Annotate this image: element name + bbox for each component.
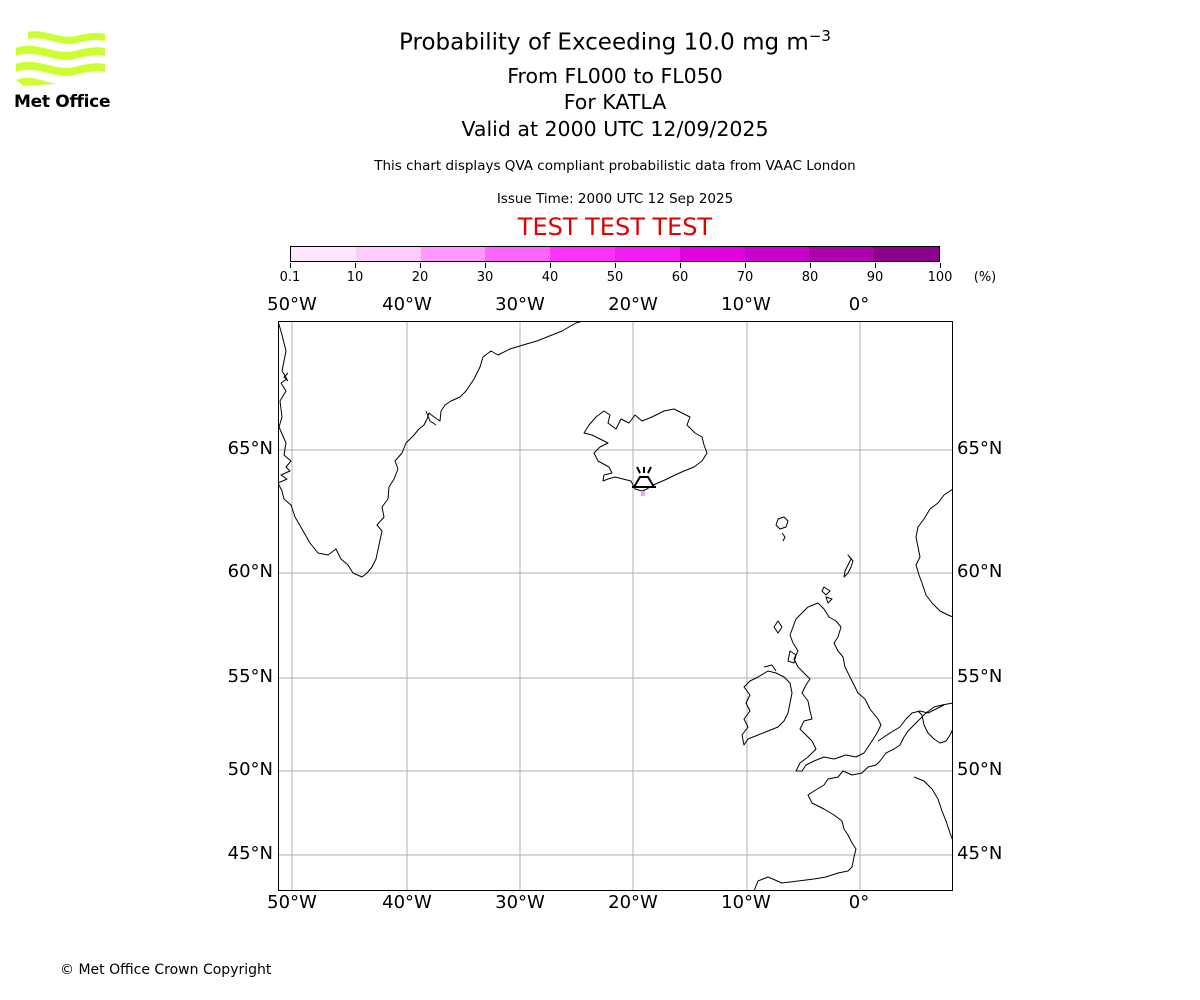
colorbar-segment-3	[485, 247, 551, 261]
colorbar-tick-label: 70	[736, 270, 754, 285]
inner-hebrides	[787, 650, 797, 664]
colorbar-tick	[615, 263, 616, 268]
colorbar-unit: (%)	[973, 270, 997, 285]
great-britain-coastline	[789, 602, 882, 772]
colorbar-segment-1	[355, 247, 421, 261]
colorbar-tick-label: 50	[606, 270, 624, 285]
colorbar-tick-label: 30	[476, 270, 494, 285]
chart-title: Probability of Exceeding 10.0 mg m−3	[0, 27, 1200, 56]
iceland-coastline	[583, 408, 708, 492]
colorbar-segment-0	[291, 247, 356, 261]
colorbar-tick	[940, 263, 941, 268]
jutland-coastline	[917, 710, 953, 744]
chart-title-text: Probability of Exceeding 10.0 mg m	[399, 29, 809, 56]
met-office-waves-icon	[16, 31, 105, 86]
latitude-label: 60°N	[227, 561, 273, 582]
colorbar-tick	[420, 263, 421, 268]
map-panel	[278, 321, 953, 891]
longitude-label: 10°W	[721, 294, 771, 315]
latitude-label: 65°N	[957, 438, 1003, 459]
greenland-coastline	[278, 321, 584, 578]
colorbar-tick-label: 0.1	[279, 270, 301, 285]
latitude-label: 45°N	[227, 843, 273, 864]
longitude-label: 40°W	[382, 294, 432, 315]
colorbar-tick	[550, 263, 551, 268]
colorbar-segment-6	[679, 247, 745, 261]
colorbar-tick	[355, 263, 356, 268]
valid-time: Valid at 2000 UTC 12/09/2025	[461, 117, 769, 141]
colorbar-segment-4	[550, 247, 615, 261]
colorbar-tick-label: 80	[801, 270, 819, 285]
colorbar-tick-label: 40	[541, 270, 559, 285]
greenland-fjord	[425, 410, 437, 426]
issue-time: Issue Time: 2000 UTC 12 Sep 2025	[496, 191, 734, 207]
longitude-label: 0°	[848, 892, 870, 913]
longitude-label: 20°W	[608, 294, 658, 315]
orkney-islands	[821, 586, 833, 604]
volcano-title: For KATLA	[563, 90, 667, 114]
colorbar-tick	[875, 263, 876, 268]
probability-colorbar	[290, 246, 940, 262]
met-office-logo: Met Office	[14, 30, 111, 112]
longitude-label: 50°W	[267, 294, 317, 315]
colorbar-tick-label: 10	[346, 270, 364, 285]
copyright-notice: © Met Office Crown Copyright	[60, 962, 272, 978]
colorbar-tick-label: 90	[866, 270, 884, 285]
colorbar-segment-8	[809, 247, 875, 261]
greenland-inlet	[283, 372, 289, 382]
northern-ireland-coast	[763, 664, 777, 672]
colorbar-tick	[680, 263, 681, 268]
colorbar-segment-7	[744, 247, 810, 261]
map-frame	[278, 321, 953, 891]
latitude-label: 55°N	[227, 666, 273, 687]
latitude-label: 55°N	[957, 666, 1003, 687]
longitude-label: 50°W	[267, 892, 317, 913]
colorbar-tick	[810, 263, 811, 268]
colorbar-tick	[485, 263, 486, 268]
graticule	[278, 321, 953, 891]
chart-title-superscript: −3	[808, 27, 831, 45]
colorbar-segment-5	[614, 247, 680, 261]
latitude-label: 50°N	[227, 759, 273, 780]
denmark-germany-coast	[877, 704, 945, 742]
volcano-icon	[632, 466, 656, 488]
europe-coastline	[753, 702, 953, 891]
flight-levels: From FL000 to FL050	[507, 64, 723, 88]
latitude-label: 45°N	[957, 843, 1003, 864]
latitude-label: 50°N	[957, 759, 1003, 780]
faroe-islands	[775, 516, 789, 530]
colorbar-tick	[745, 263, 746, 268]
colorbar-segment-9	[874, 247, 939, 261]
colorbar-tick	[290, 263, 291, 268]
norway-coastline	[915, 488, 953, 618]
logo-wordmark: Met Office	[14, 92, 111, 112]
longitude-label: 0°	[848, 294, 870, 315]
faroe-islet	[781, 532, 786, 542]
longitude-label: 40°W	[382, 892, 432, 913]
longitude-label: 30°W	[495, 892, 545, 913]
colorbar-tick-label: 100	[927, 270, 953, 285]
western-europe-coast	[913, 776, 953, 842]
outer-hebrides	[773, 620, 783, 634]
ireland-coastline	[741, 670, 793, 746]
test-banner: TEST TEST TEST	[517, 213, 713, 241]
colorbar-tick-label: 20	[411, 270, 429, 285]
latitude-label: 60°N	[957, 561, 1003, 582]
shetland-islands	[843, 554, 854, 578]
latitude-label: 65°N	[227, 438, 273, 459]
colorbar-segment-2	[420, 247, 486, 261]
longitude-label: 20°W	[608, 892, 658, 913]
ash-probability-patch	[641, 491, 645, 496]
longitude-label: 30°W	[495, 294, 545, 315]
colorbar-tick-label: 60	[671, 270, 689, 285]
chart-description: This chart displays QVA compliant probab…	[374, 158, 856, 174]
longitude-label: 10°W	[721, 892, 771, 913]
